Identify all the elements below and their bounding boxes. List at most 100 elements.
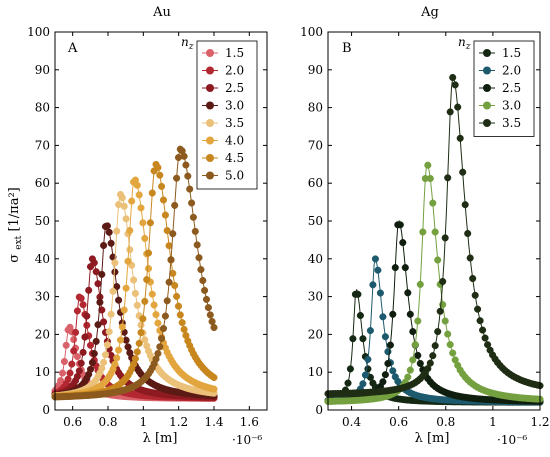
legend-entry: 3.0 <box>502 99 521 113</box>
data-point <box>409 356 417 364</box>
legend-swatch <box>206 119 214 127</box>
data-point <box>73 353 81 361</box>
x-tick-label: 1 <box>489 415 497 429</box>
y-axis-label-sub: ext <box>14 235 24 249</box>
data-point <box>141 297 149 305</box>
data-point <box>479 326 487 334</box>
y-tick-label: 40 <box>308 252 323 266</box>
y-tick-label: 100 <box>300 25 323 39</box>
data-point <box>94 321 102 329</box>
data-point <box>381 333 389 341</box>
y-tick-label: 100 <box>27 25 50 39</box>
data-point <box>100 241 108 250</box>
data-point <box>150 301 158 309</box>
legend-entry: 2.5 <box>225 81 244 95</box>
series-5.0 <box>51 145 218 401</box>
data-point <box>144 264 153 273</box>
data-point <box>176 311 184 319</box>
data-point <box>191 227 199 235</box>
data-point <box>182 161 190 169</box>
data-point <box>113 354 121 362</box>
legend-swatch <box>483 49 491 57</box>
data-point <box>193 241 201 249</box>
data-point <box>195 254 203 262</box>
y-axis-label: σ ext [1/πa²] <box>7 187 24 262</box>
data-point <box>86 341 95 349</box>
data-point <box>416 280 424 288</box>
legend-entry: 2.0 <box>502 64 521 78</box>
data-point <box>344 379 352 387</box>
data-point <box>152 311 160 319</box>
legend-swatch <box>483 119 491 127</box>
data-point <box>159 196 168 204</box>
data-point <box>204 304 212 312</box>
legend-swatch <box>206 84 214 92</box>
data-point <box>154 319 162 327</box>
plot-area-ag: 0 10 20 30 40 50 60 70 80 90 100 0.4 0.6 0.8 1 1.2 <box>300 25 549 429</box>
data-point <box>461 201 469 209</box>
legend-entry: 3.5 <box>225 116 244 130</box>
data-point <box>346 365 354 373</box>
data-point <box>115 346 123 354</box>
data-point <box>349 335 357 343</box>
data-point <box>100 358 108 366</box>
x-axis-label: λ [m] <box>415 431 450 446</box>
plot-frame <box>54 31 268 411</box>
data-point <box>444 330 452 338</box>
legend-box <box>196 40 258 190</box>
data-point <box>131 355 139 363</box>
data-point <box>148 290 156 298</box>
y-tick-label: 60 <box>308 176 323 190</box>
data-point <box>126 246 134 254</box>
data-point <box>141 234 149 242</box>
y-tick-label: 80 <box>308 101 323 115</box>
data-point <box>126 226 134 235</box>
data-point <box>148 189 156 197</box>
data-point <box>369 281 377 289</box>
y-tick-label: 70 <box>308 138 323 152</box>
data-point <box>103 341 111 349</box>
data-point <box>137 328 145 337</box>
data-point <box>173 292 181 300</box>
y-tick-label: 0 <box>315 403 323 417</box>
data-point <box>113 227 121 235</box>
data-point <box>86 365 95 373</box>
data-point <box>364 365 372 373</box>
data-point <box>163 227 171 235</box>
data-point <box>201 286 209 294</box>
data-point <box>389 367 397 375</box>
legend-swatch <box>483 66 491 75</box>
data-point <box>366 327 374 335</box>
data-point <box>167 256 175 264</box>
data-point <box>374 266 382 274</box>
data-point <box>379 313 387 321</box>
y-tick-label: 30 <box>308 290 323 304</box>
data-point <box>171 281 179 290</box>
data-point <box>98 270 106 278</box>
legend-title-sub: z <box>465 42 471 52</box>
data-point <box>83 321 91 329</box>
data-point <box>77 294 85 302</box>
data-point <box>210 385 218 393</box>
data-point <box>180 152 188 160</box>
data-point <box>424 161 432 169</box>
data-point <box>359 380 367 388</box>
data-point <box>414 317 422 325</box>
data-point <box>404 373 412 381</box>
legend-ag: nz 1.5 2.0 2.5 3.0 3.5 <box>458 35 535 137</box>
data-point <box>401 264 409 272</box>
legend-entry: 1.5 <box>225 46 244 60</box>
x-multiplier: ·10⁻⁶ <box>497 433 527 447</box>
data-point <box>197 266 205 274</box>
legend-entry: 1.5 <box>502 46 521 60</box>
data-point <box>105 328 113 336</box>
data-point <box>466 254 474 262</box>
data-point <box>161 211 169 219</box>
data-point <box>85 286 93 294</box>
legend-swatch <box>206 49 214 57</box>
data-point <box>381 371 389 379</box>
data-point <box>66 369 74 377</box>
y-tick-label: 10 <box>308 365 323 379</box>
legend-swatch <box>206 136 214 145</box>
plot-area-au: 0 10 20 30 40 50 60 70 80 90 100 0.6 0.8 1 1.2 1.4 1.6 <box>27 25 267 429</box>
